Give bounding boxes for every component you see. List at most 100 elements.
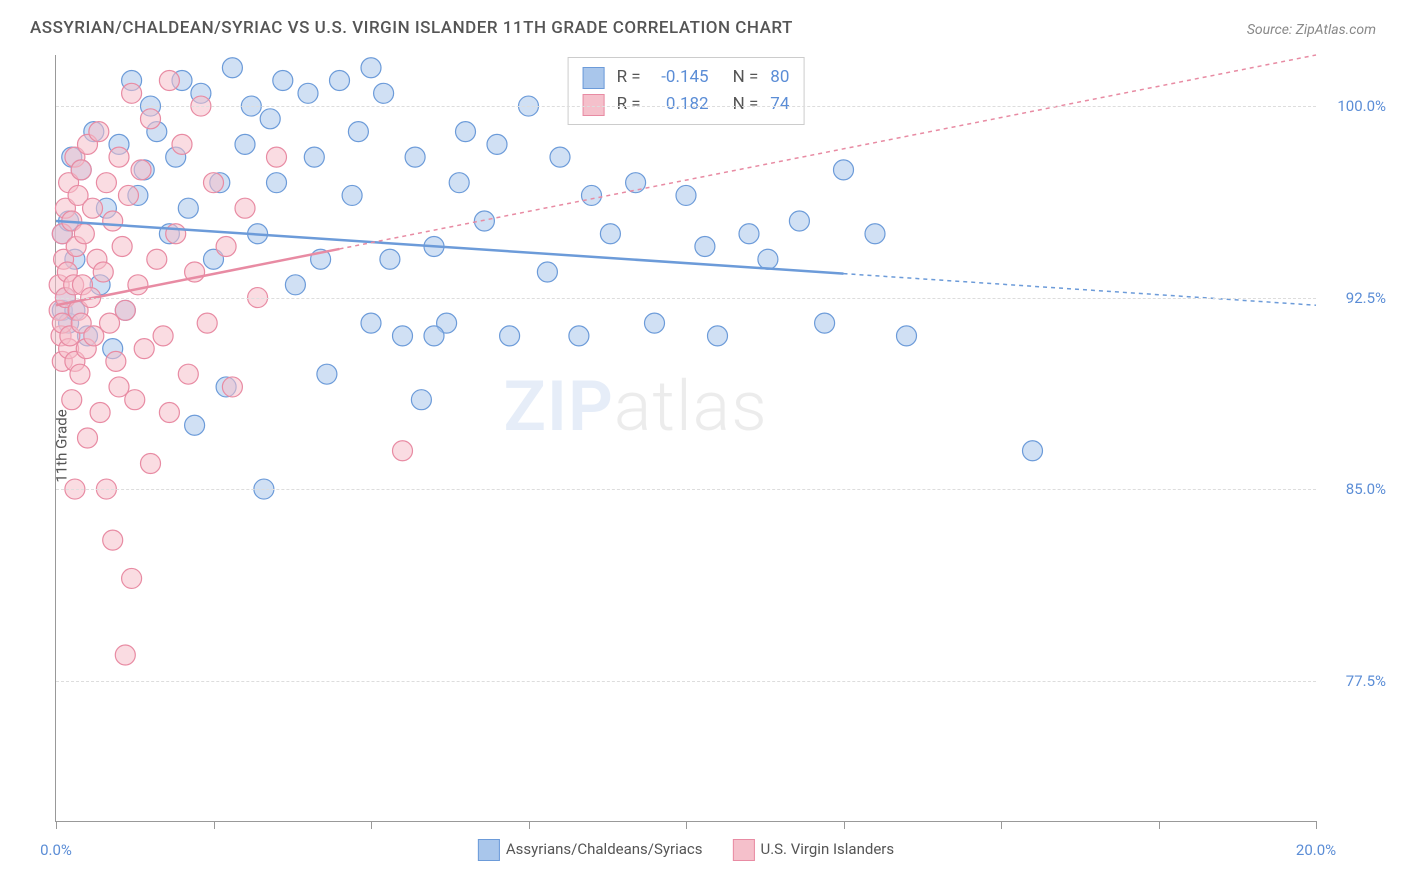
gridline: [56, 489, 1316, 490]
scatter-point: [115, 300, 135, 320]
scatter-point: [260, 109, 280, 129]
scatter-point: [739, 224, 759, 244]
scatter-point: [122, 568, 142, 588]
x-tick: [529, 821, 530, 829]
scatter-point: [103, 211, 123, 231]
scatter-point: [71, 160, 91, 180]
scatter-point: [304, 147, 324, 167]
scatter-point: [1023, 441, 1043, 461]
legend-label: Assyrians/Chaldeans/Syriacs: [506, 840, 703, 858]
legend-item: Assyrians/Chaldeans/Syriacs: [478, 839, 703, 861]
scatter-point: [537, 262, 557, 282]
scatter-point: [569, 326, 589, 346]
scatter-point: [166, 224, 186, 244]
scatter-point: [89, 122, 109, 142]
scatter-point: [118, 185, 138, 205]
scatter-point: [424, 326, 444, 346]
scatter-point: [159, 402, 179, 422]
scatter-point: [645, 313, 665, 333]
scatter-point: [897, 326, 917, 346]
stats-swatch: [583, 67, 605, 89]
scatter-point: [78, 428, 98, 448]
scatter-point: [550, 147, 570, 167]
y-tick-label: 77.5%: [1346, 672, 1386, 690]
scatter-point: [317, 364, 337, 384]
scatter-point: [131, 160, 151, 180]
scatter-point: [178, 198, 198, 218]
y-tick-label: 100.0%: [1337, 97, 1386, 115]
scatter-point: [626, 173, 646, 193]
source-label: Source: ZipAtlas.com: [1247, 22, 1376, 38]
scatter-point: [500, 326, 520, 346]
stat-r-label: R =: [617, 64, 641, 91]
stats-row: R =-0.145N =80: [583, 64, 790, 91]
scatter-point: [600, 224, 620, 244]
scatter-point: [185, 415, 205, 435]
scatter-point: [758, 249, 778, 269]
scatter-point: [159, 71, 179, 91]
x-tick: [1001, 821, 1002, 829]
scatter-point: [815, 313, 835, 333]
legend-swatch: [478, 839, 500, 861]
chart-title: ASSYRIAN/CHALDEAN/SYRIAC VS U.S. VIRGIN …: [30, 18, 793, 38]
legend-label: U.S. Virgin Islanders: [760, 840, 894, 858]
x-tick: [371, 821, 372, 829]
x-tick: [686, 821, 687, 829]
scatter-point: [90, 402, 110, 422]
scatter-point: [267, 147, 287, 167]
scatter-point: [204, 173, 224, 193]
plot-area: ZIPatlas R =-0.145N =80R =0.182N =74 Ass…: [55, 55, 1316, 822]
scatter-point: [676, 185, 696, 205]
scatter-point: [474, 211, 494, 231]
y-tick-label: 92.5%: [1346, 289, 1386, 307]
y-tick-label: 85.0%: [1346, 480, 1386, 498]
scatter-point: [456, 122, 476, 142]
stats-swatch: [583, 94, 605, 116]
scatter-point: [393, 441, 413, 461]
gridline: [56, 298, 1316, 299]
scatter-point: [153, 326, 173, 346]
x-tick: [56, 821, 57, 829]
scatter-point: [374, 83, 394, 103]
stats-row: R = 0.182 N = 74: [583, 91, 790, 118]
scatter-point: [865, 224, 885, 244]
scatter-point: [172, 134, 192, 154]
scatter-point: [147, 249, 167, 269]
scatter-point: [115, 645, 135, 665]
legend-item: U.S. Virgin Islanders: [732, 839, 894, 861]
scatter-point: [405, 147, 425, 167]
scatter-point: [62, 390, 82, 410]
chart-container: ASSYRIAN/CHALDEAN/SYRIAC VS U.S. VIRGIN …: [0, 0, 1406, 892]
regression-line: [56, 221, 844, 274]
scatter-point: [789, 211, 809, 231]
stat-n-label: N =: [733, 91, 759, 118]
scatter-point: [112, 237, 132, 257]
scatter-point: [222, 58, 242, 78]
scatter-point: [235, 198, 255, 218]
scatter-point: [342, 185, 362, 205]
scatter-point: [298, 83, 318, 103]
scatter-point: [93, 262, 113, 282]
scatter-point: [267, 173, 287, 193]
scatter-point: [125, 390, 145, 410]
stats-box: R =-0.145N =80R = 0.182 N = 74: [568, 57, 805, 125]
scatter-point: [361, 58, 381, 78]
stat-r-value: 0.182: [653, 91, 709, 118]
scatter-point: [380, 249, 400, 269]
scatter-point: [106, 351, 126, 371]
scatter-point: [222, 377, 242, 397]
x-tick-label: 0.0%: [40, 841, 72, 859]
scatter-point: [141, 454, 161, 474]
scatter-point: [393, 326, 413, 346]
plot-svg: [56, 55, 1316, 821]
scatter-point: [330, 71, 350, 91]
stat-r-label: R =: [617, 91, 641, 118]
scatter-point: [348, 122, 368, 142]
scatter-point: [216, 237, 236, 257]
stat-n-value: 74: [770, 91, 789, 118]
scatter-point: [197, 313, 217, 333]
scatter-point: [109, 147, 129, 167]
scatter-point: [708, 326, 728, 346]
scatter-point: [178, 364, 198, 384]
scatter-point: [74, 224, 94, 244]
